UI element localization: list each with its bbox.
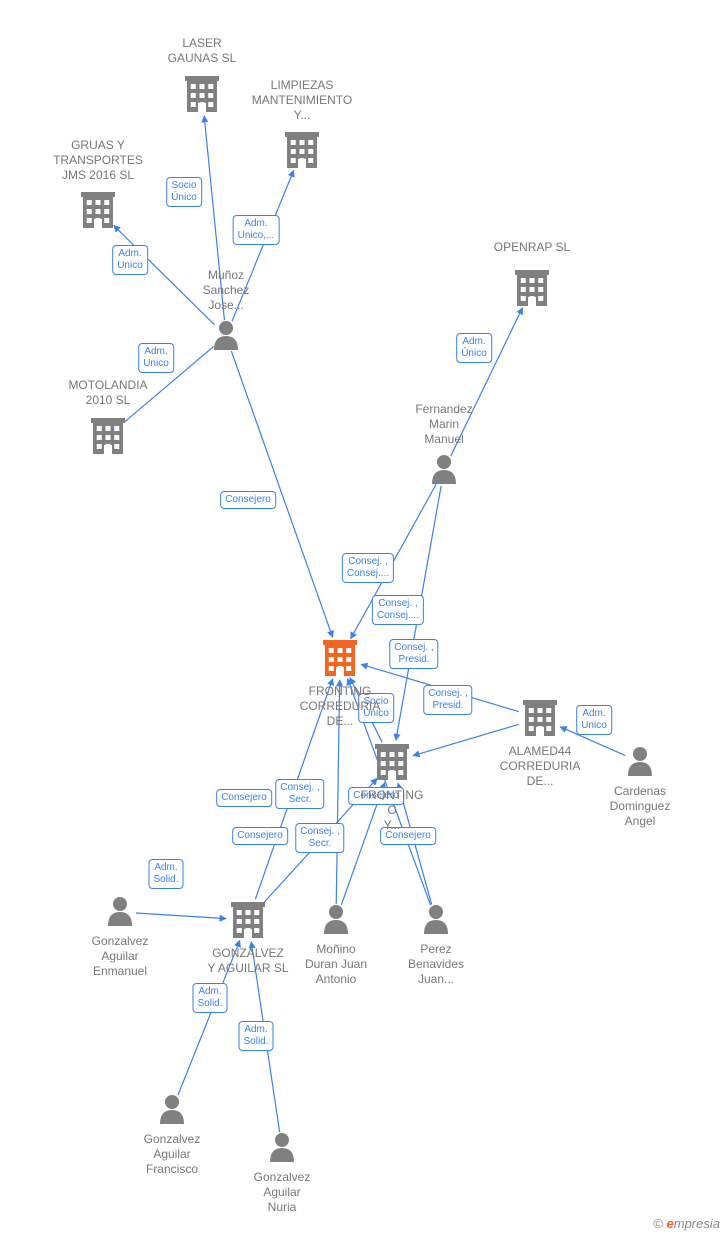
edge xyxy=(560,727,625,756)
edge xyxy=(136,913,226,919)
person-icon[interactable] xyxy=(424,905,448,934)
building-icon[interactable] xyxy=(515,270,549,306)
building-icon[interactable] xyxy=(91,418,125,454)
edge xyxy=(263,778,377,903)
edge xyxy=(351,484,437,639)
person-icon[interactable] xyxy=(108,897,132,926)
edge xyxy=(348,679,431,905)
building-icon[interactable] xyxy=(375,744,409,780)
edge xyxy=(361,664,519,711)
network-diagram xyxy=(0,0,728,1235)
watermark-e: e xyxy=(667,1216,674,1231)
building-icon[interactable] xyxy=(81,192,115,228)
edge xyxy=(398,783,432,904)
edge xyxy=(350,678,382,743)
copyright: © xyxy=(653,1216,663,1231)
edge xyxy=(125,346,214,421)
person-icon[interactable] xyxy=(214,321,238,350)
edge xyxy=(255,679,332,899)
watermark-rest: mpresia xyxy=(674,1216,720,1231)
edge xyxy=(231,351,332,637)
building-icon[interactable] xyxy=(323,640,357,676)
building-icon[interactable] xyxy=(185,76,219,112)
building-icon[interactable] xyxy=(285,132,319,168)
edge xyxy=(396,486,441,741)
edge xyxy=(232,170,294,321)
edge xyxy=(178,940,240,1095)
edge xyxy=(114,225,215,324)
edge xyxy=(413,724,519,755)
person-icon[interactable] xyxy=(160,1095,184,1124)
edge xyxy=(341,783,384,905)
edge xyxy=(451,308,522,456)
edge xyxy=(204,116,224,320)
edge xyxy=(251,942,279,1132)
person-icon[interactable] xyxy=(628,747,652,776)
building-icon[interactable] xyxy=(523,700,557,736)
watermark: © empresia xyxy=(653,1216,720,1231)
person-icon[interactable] xyxy=(432,455,456,484)
building-icon[interactable] xyxy=(231,902,265,938)
edge xyxy=(336,680,339,904)
person-icon[interactable] xyxy=(270,1133,294,1162)
person-icon[interactable] xyxy=(324,905,348,934)
